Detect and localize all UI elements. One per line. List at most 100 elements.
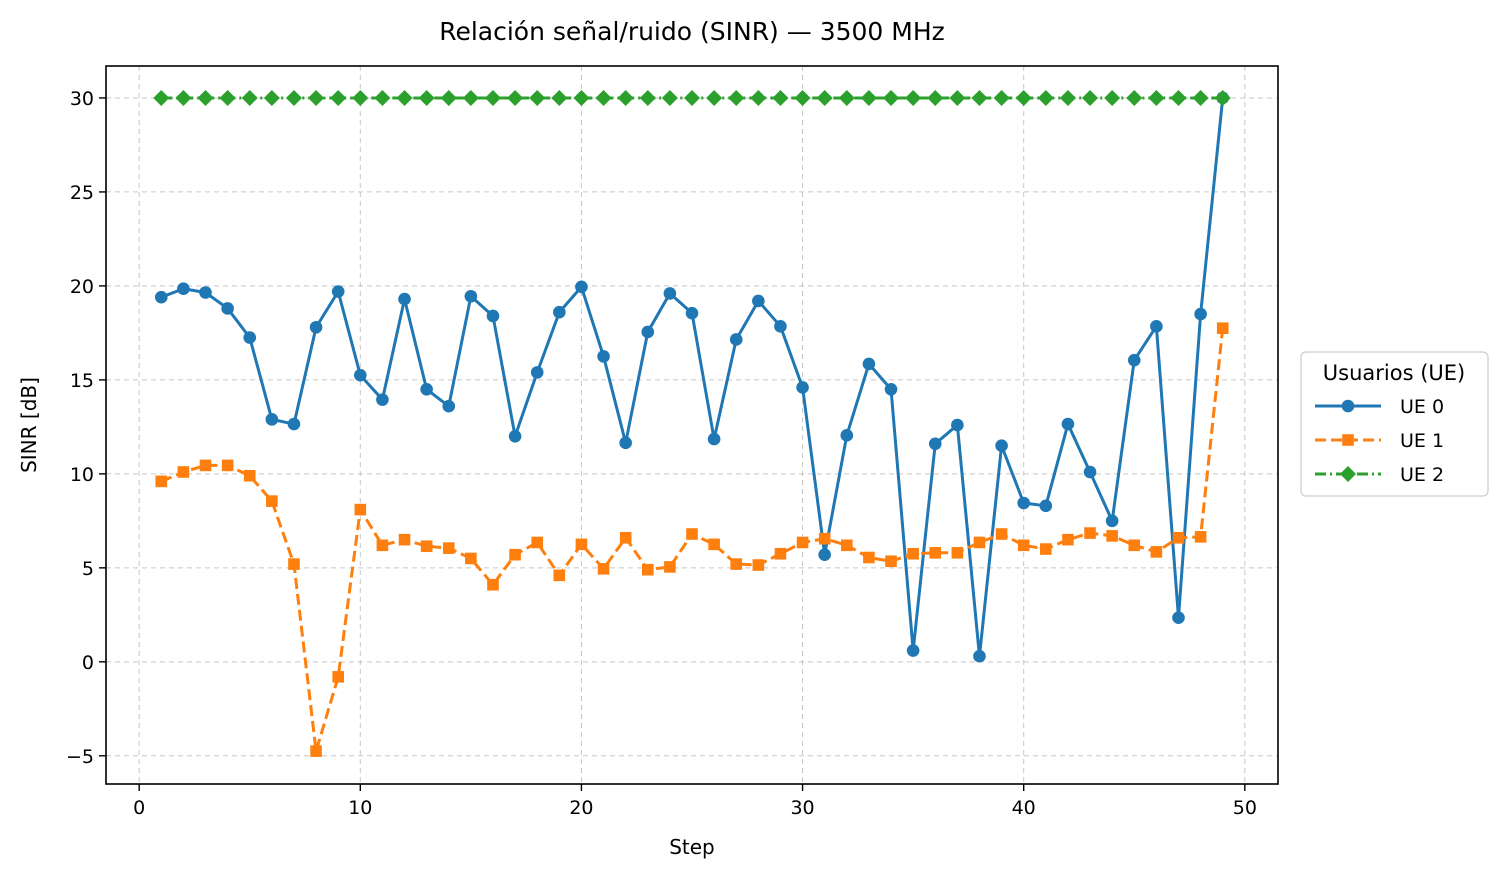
data-point: [1083, 465, 1097, 479]
data-point: [1148, 89, 1165, 106]
data-point: [1062, 533, 1074, 546]
legend-label: UE 0: [1400, 396, 1444, 418]
data-point: [995, 528, 1008, 540]
data-point: [354, 503, 367, 516]
data-point: [442, 542, 455, 554]
data-point: [486, 309, 500, 323]
data-point: [153, 89, 170, 106]
legend-box: [1300, 351, 1489, 497]
data-point: [1017, 496, 1030, 510]
data-point: [1106, 530, 1118, 542]
data-point: [772, 89, 789, 106]
data-point: [266, 495, 278, 507]
y-tick-label: 10: [70, 464, 94, 486]
data-point: [287, 417, 301, 431]
data-point: [774, 547, 787, 560]
data-point: [796, 536, 809, 549]
series-ue-1: [155, 322, 1229, 757]
data-point: [1128, 539, 1141, 552]
data-point: [728, 89, 745, 106]
data-point: [663, 287, 677, 300]
data-point: [1192, 89, 1209, 106]
data-point: [575, 280, 588, 294]
data-point: [818, 532, 831, 545]
data-point: [155, 475, 168, 488]
data-point: [995, 439, 1008, 452]
y-axis-label: SINR [dB]: [17, 377, 41, 473]
series-layer: [153, 89, 1231, 757]
data-point: [707, 432, 721, 446]
data-point: [840, 539, 853, 552]
data-point: [664, 561, 676, 573]
series-ue-2: [153, 89, 1231, 106]
legend-label: UE 1: [1400, 430, 1444, 452]
data-point: [573, 89, 590, 106]
data-point: [619, 436, 632, 450]
data-point: [376, 539, 389, 552]
data-point: [907, 547, 919, 560]
data-point: [661, 89, 678, 106]
data-point: [1061, 417, 1075, 431]
data-point: [197, 89, 214, 106]
data-point: [199, 286, 212, 299]
data-point: [285, 89, 302, 106]
chart-title: Relación señal/ruido (SINR) — 3500 MHz: [439, 17, 945, 46]
data-point: [484, 89, 501, 106]
data-point: [308, 89, 325, 106]
data-point: [885, 555, 897, 568]
data-point: [1172, 531, 1185, 544]
data-point: [949, 89, 966, 106]
data-point: [1150, 546, 1163, 558]
legend-title: Usuarios (UE): [1323, 361, 1465, 385]
data-point: [265, 413, 279, 426]
data-point: [508, 429, 522, 443]
data-point: [398, 292, 411, 306]
data-point: [396, 89, 413, 106]
data-point: [617, 89, 634, 106]
data-point: [595, 89, 612, 106]
data-point: [531, 536, 544, 549]
data-point: [774, 320, 787, 333]
x-axis-label: Step: [669, 835, 715, 859]
data-point: [1084, 527, 1096, 539]
data-point: [1105, 514, 1119, 528]
y-tick-label: 15: [70, 370, 94, 392]
data-point: [750, 89, 767, 106]
data-point: [928, 437, 942, 451]
legend-entry: UE 1: [1315, 430, 1444, 452]
x-tick-label: 40: [1012, 797, 1036, 819]
data-point: [816, 89, 833, 106]
data-point: [929, 547, 942, 559]
data-point: [1104, 89, 1121, 106]
data-point: [530, 366, 544, 379]
data-point: [241, 89, 258, 106]
y-tick-label: 20: [70, 276, 94, 298]
data-point: [288, 558, 300, 570]
legend-entry: UE 0: [1315, 396, 1444, 418]
data-point: [310, 745, 322, 757]
data-point: [862, 357, 876, 371]
data-point: [993, 89, 1010, 106]
data-point: [462, 89, 479, 106]
data-point: [507, 89, 524, 106]
x-tick-label: 10: [348, 797, 372, 819]
legend-entries: UE 0 UE 1 UE 2: [1315, 396, 1444, 486]
data-point: [177, 466, 190, 478]
data-point: [905, 89, 922, 106]
data-point: [1172, 611, 1185, 624]
series-line: [160, 97, 1225, 658]
data-point: [840, 429, 854, 442]
x-tick-label: 30: [790, 797, 814, 819]
data-point: [330, 89, 347, 106]
data-point: [1127, 353, 1141, 367]
data-point: [860, 89, 877, 106]
data-point: [906, 644, 920, 657]
data-point: [376, 393, 389, 406]
x-axis-ticks: 0 10 20 30 40 50: [133, 784, 1257, 819]
data-point: [1170, 89, 1187, 106]
data-point: [1126, 89, 1143, 106]
data-point: [686, 528, 698, 540]
data-point: [1082, 89, 1099, 106]
data-point: [440, 89, 457, 106]
data-point: [708, 538, 720, 551]
